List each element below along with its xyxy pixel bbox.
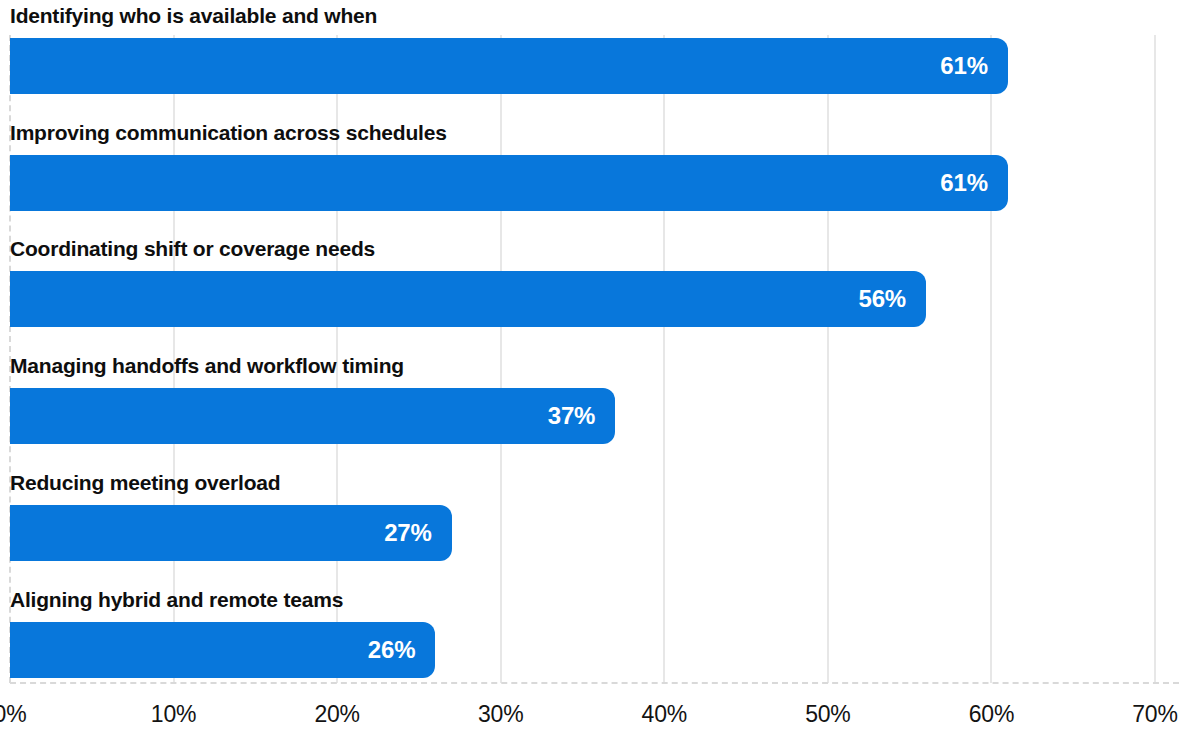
bar-value-label: 56% [859, 285, 906, 313]
bar: 37% [10, 388, 615, 444]
x-tick-label: 30% [478, 701, 523, 728]
bar-value-label: 26% [368, 636, 415, 664]
category-label: Managing handoffs and workflow timing [10, 352, 1155, 380]
bar-value-label: 61% [940, 169, 987, 197]
category-label: Aligning hybrid and remote teams [10, 586, 1155, 614]
category-label: Identifying who is available and when [10, 2, 1155, 30]
bar-row: Reducing meeting overload 27% [10, 469, 1155, 561]
category-label: Improving communication across schedules [10, 119, 1155, 147]
x-tick-label: 60% [969, 701, 1014, 728]
bar-value-label: 27% [384, 519, 431, 547]
x-tick-label: 50% [805, 701, 850, 728]
bar-chart: Identifying who is available and when 61… [0, 0, 1179, 732]
x-axis: 0%10%20%30%40%50%60%70% [10, 686, 1155, 732]
bar: 26% [10, 622, 435, 678]
bar: 61% [10, 155, 1008, 211]
bar-value-label: 37% [548, 402, 595, 430]
category-label: Coordinating shift or coverage needs [10, 235, 1155, 263]
x-tick-label: 0% [0, 701, 26, 728]
bar-row: Aligning hybrid and remote teams 26% [10, 586, 1155, 678]
bar-row: Managing handoffs and workflow timing 37… [10, 352, 1155, 444]
bar: 56% [10, 271, 926, 327]
x-tick-label: 10% [151, 701, 196, 728]
x-tick-label: 20% [314, 701, 359, 728]
x-tick-label: 40% [642, 701, 687, 728]
bar-row: Identifying who is available and when 61… [10, 2, 1155, 94]
x-tick-label: 70% [1132, 701, 1177, 728]
bar-row: Coordinating shift or coverage needs 56% [10, 235, 1155, 327]
bar: 27% [10, 505, 452, 561]
bar: 61% [10, 38, 1008, 94]
bar-row: Improving communication across schedules… [10, 119, 1155, 211]
bar-rows: Identifying who is available and when 61… [10, 0, 1155, 683]
bar-value-label: 61% [940, 52, 987, 80]
category-label: Reducing meeting overload [10, 469, 1155, 497]
